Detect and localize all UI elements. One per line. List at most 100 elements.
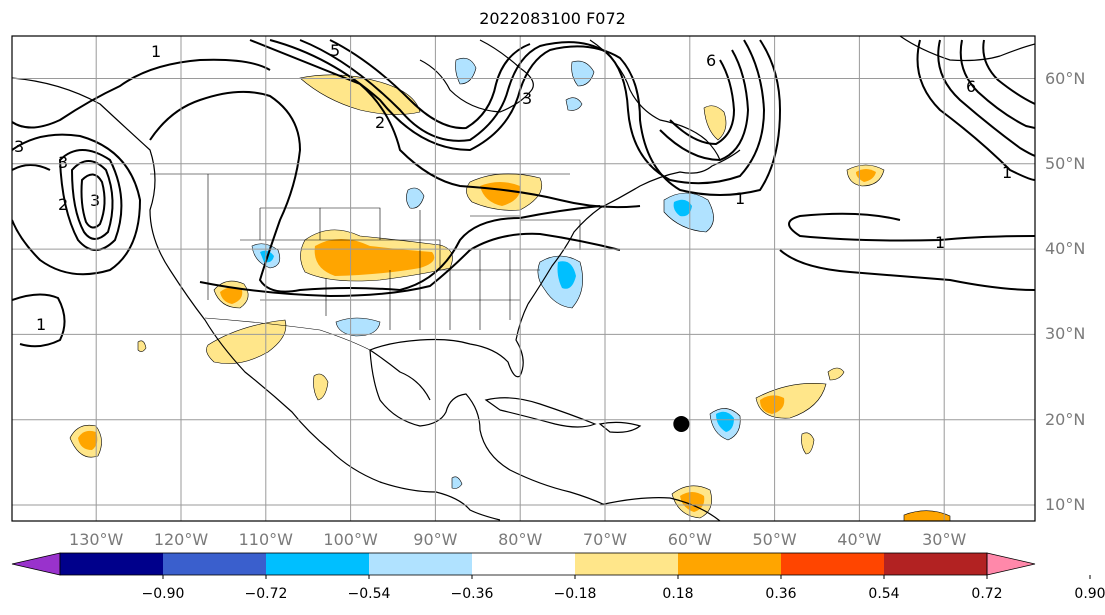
graticule: [12, 36, 1035, 521]
longitude-label: 60°W: [667, 530, 712, 549]
contour-trough-1: [269, 39, 782, 196]
contour-label: 3: [90, 191, 100, 210]
positive-anomaly-baja: [137, 340, 147, 352]
contour-label: 1: [151, 42, 161, 61]
contour-west-low-outer2: [12, 164, 51, 171]
map-frame: [11, 35, 1036, 522]
negative-anomaly-novascotia-core: [673, 199, 692, 217]
positive-anomaly-small-atl: [801, 432, 815, 455]
contour-label: 3: [58, 153, 68, 172]
latitude-label: 20°N: [1045, 409, 1086, 429]
colorbar-segment: [884, 553, 988, 575]
longitude-label: 120°W: [153, 530, 209, 549]
contour-atl-ridge: [788, 212, 1035, 242]
positive-anomaly-pacific-core: [78, 430, 98, 450]
contour-label: 1: [735, 189, 745, 208]
coastlines: [12, 36, 1035, 521]
negative-anomaly-central-am: [451, 476, 463, 489]
plot-title: 2022083100 F072: [479, 9, 626, 28]
storm-position-marker: [673, 415, 690, 432]
colorbar-segment: [678, 553, 782, 575]
colorbar-outline: [59, 552, 988, 576]
negative-anomaly-hudson-3: [565, 97, 583, 111]
contour-sw: [12, 293, 66, 348]
contour-label: 2: [375, 113, 385, 132]
political-borders: [150, 173, 581, 351]
negative-anomaly-hudson-2: [571, 60, 595, 87]
contour-jet-2: [199, 232, 621, 298]
contour-jet-3: [249, 39, 641, 209]
contour-ne-high-3: [959, 39, 1035, 129]
contour-ne-high-4: [982, 39, 1035, 105]
positive-anomaly-labrador: [703, 105, 727, 141]
contour-trough-3: [329, 39, 531, 130]
contour-ne-high-2: [937, 39, 1035, 157]
coastline-greenland: [899, 36, 1035, 62]
longitude-label: 100°W: [323, 530, 378, 549]
longitude-label: 90°W: [413, 530, 458, 549]
longitude-label: 70°W: [582, 530, 628, 549]
colorbar-tick-label: 0.90: [1074, 586, 1105, 602]
coastline-cuba: [484, 397, 597, 428]
coastline-yucatan-central-am: [369, 349, 606, 506]
colorbar-segment: [266, 553, 370, 575]
contour-west-low-a: [58, 149, 123, 251]
contour-west-high-1: [12, 58, 271, 129]
longitude-label: 80°W: [498, 530, 543, 549]
colorbar-tick-label: 0.36: [765, 586, 797, 602]
contour-west-low-outer: [12, 133, 142, 276]
colorbar: [11, 552, 1091, 579]
contour-label: 5: [330, 41, 340, 60]
colorbar-segment: [60, 553, 164, 575]
negative-anomaly-lakes: [406, 187, 425, 209]
positive-anomaly-plains-core: [314, 239, 435, 276]
coastline-east-us: [527, 149, 741, 305]
contour-label: 6: [966, 77, 976, 96]
coastline-labrador: [589, 39, 721, 161]
colorbar-segment: [781, 553, 885, 575]
negative-anomaly-storm-core: [716, 411, 734, 432]
contour-label-group: 1 1 1 1 1 2 2 3 3 3 3 5 6 6: [14, 41, 1012, 334]
latitude-label: 50°N: [1045, 153, 1086, 173]
positive-anomaly-mexico-2: [313, 373, 329, 401]
coastline-south-america: [599, 497, 721, 521]
contour-label: 2: [58, 195, 68, 214]
longitude-label: 110°W: [238, 530, 293, 549]
colorbar-tick-label: −0.90: [141, 586, 185, 602]
contour-label: 3: [14, 137, 24, 156]
longitude-label: 40°W: [837, 530, 882, 549]
latitude-label: 10°N: [1045, 495, 1086, 514]
coastline-west-north-america: [12, 77, 501, 521]
negative-anomaly-texas: [335, 317, 381, 337]
coastline-gulf-of-mexico: [368, 303, 529, 401]
longitude-label: 130°W: [69, 530, 124, 549]
colorbar-segment: [163, 553, 267, 575]
colorbar-tick-label: 0.18: [662, 586, 694, 602]
coastline-hudson-bay: [419, 39, 534, 113]
colorbar-tick-label: −0.72: [244, 586, 288, 602]
colorbar-segment: [575, 553, 679, 575]
negative-anomaly-eastcoast-core: [557, 261, 576, 289]
latitude-label: 30°N: [1045, 324, 1086, 344]
contour-trough-5: [669, 59, 736, 146]
negative-anomaly-hudson: [455, 57, 477, 85]
contour-label: 3: [522, 89, 532, 108]
positive-anomaly-mexico: [206, 319, 287, 364]
contour-trough-4: [659, 49, 750, 162]
colorbar-tick-label: 0.72: [971, 586, 1003, 602]
contour-atl-ridge-2: [779, 249, 1035, 291]
contour-ne-high-1: [916, 39, 1035, 181]
colorbar-segment: [369, 553, 473, 575]
contour-west-low-c: [80, 173, 106, 229]
positive-anomaly-atlantic-small: [827, 367, 845, 381]
positive-anomaly-southwest-core: [220, 287, 243, 304]
positive-anomaly-midatlantic-core: [856, 169, 876, 182]
colorbar-extend-low: [11, 552, 61, 576]
contour-label: 6: [706, 51, 716, 70]
contour-jet-1: [149, 90, 601, 293]
latitude-label: 60°N: [1045, 68, 1086, 88]
positive-anomaly-atlantic-east-core: [760, 395, 785, 414]
colorbar-tick-label: −0.54: [347, 586, 391, 602]
longitude-label: 30°W: [922, 530, 967, 549]
